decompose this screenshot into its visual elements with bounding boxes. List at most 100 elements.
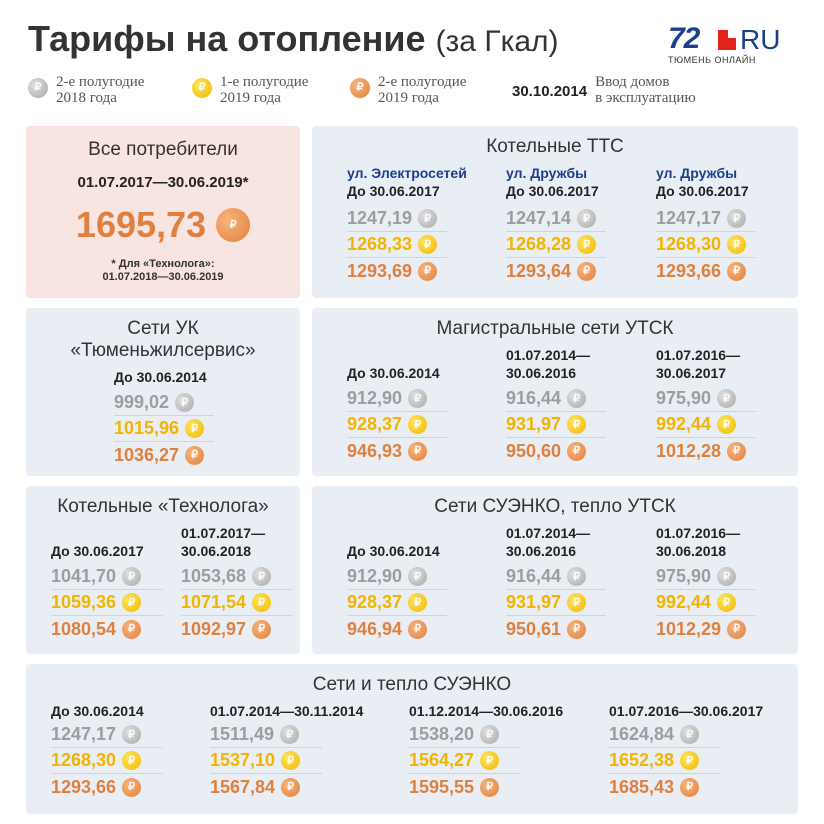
silver-coin-icon xyxy=(408,567,428,586)
silver-coin-icon xyxy=(122,567,142,586)
tariff-row: 1538,20 xyxy=(409,722,521,748)
tariff-row: 931,97 xyxy=(506,590,606,616)
tariff-value: 1247,14 xyxy=(506,208,572,228)
bronze-coin-icon xyxy=(567,619,587,639)
period-label: До 30.06.2014 xyxy=(114,369,207,385)
tariff-value: 1293,69 xyxy=(347,260,413,281)
tariff-column: До 30.06.2017 1041,70 1059,36 1080,54 xyxy=(51,524,171,639)
gold-coin-icon xyxy=(480,751,500,770)
tariff-value: 931,97 xyxy=(506,592,562,612)
bronze-coin-icon xyxy=(122,619,142,639)
bronze-coin-icon xyxy=(418,261,438,281)
tariff-row: 1293,66 xyxy=(656,258,756,284)
big-value: 1695,73 xyxy=(26,204,300,246)
tariff-value: 1567,84 xyxy=(210,776,276,797)
bronze-coin-icon xyxy=(680,777,700,797)
tariff-row: 1268,30 xyxy=(656,232,756,258)
period-label: 01.07.2016—30.06.2017 xyxy=(609,703,764,719)
tariff-value: 1012,29 xyxy=(656,618,722,639)
tariff-value: 1053,68 xyxy=(181,566,247,586)
footnote: * Для «Технолога»: 01.07.2018—30.06.2019 xyxy=(102,258,224,283)
gold-coin-icon xyxy=(185,419,205,438)
gold-coin-icon xyxy=(418,235,438,254)
tariff-value: 916,44 xyxy=(506,566,562,586)
tariff-value: 1685,43 xyxy=(609,776,675,797)
tariff-row: 1268,33 xyxy=(347,232,447,258)
tariff-row: 975,90 xyxy=(656,386,756,412)
tariff-row: 975,90 xyxy=(656,564,756,590)
tariff-value: 1015,96 xyxy=(114,418,180,438)
silver-coin-icon xyxy=(680,725,700,744)
bronze-coin-icon xyxy=(122,777,142,797)
tariff-value: 931,97 xyxy=(506,414,562,434)
tariff-row: 912,90 xyxy=(347,386,447,412)
tariff-value: 1092,97 xyxy=(181,618,247,639)
tariff-value: 1268,28 xyxy=(506,234,572,254)
gold-coin-icon xyxy=(192,78,212,98)
panel-title: Магистральные сети УТСК xyxy=(436,318,674,339)
period-label: До 30.06.2017 xyxy=(656,183,749,199)
tariff-value: 1293,66 xyxy=(656,260,722,281)
legend-label: 1-е полугодие 2019 года xyxy=(220,74,309,106)
panel-title: Котельные ТТС xyxy=(486,136,624,157)
tariff-value: 1036,27 xyxy=(114,444,180,465)
tariff-value: 946,94 xyxy=(347,618,403,639)
tariff-column: До 30.06.2014 1247,17 1268,30 1293,66 xyxy=(51,702,211,797)
tariff-row: 950,60 xyxy=(506,438,606,464)
silver-coin-icon xyxy=(577,209,597,228)
legend-item: 2-е полугодие 2019 года xyxy=(350,74,466,106)
tariff-row: 1293,64 xyxy=(506,258,606,284)
tariff-row: 1268,28 xyxy=(506,232,606,258)
panel-title: Котельные «Технолога» xyxy=(57,496,269,517)
bronze-coin-icon xyxy=(567,441,587,461)
tariff-row: 928,37 xyxy=(347,412,447,438)
tariff-value: 916,44 xyxy=(506,388,562,408)
tariff-row: 1080,54 xyxy=(51,616,163,642)
silver-coin-icon xyxy=(567,389,587,408)
tariff-row: 992,44 xyxy=(656,412,756,438)
tariff-row: 931,97 xyxy=(506,412,606,438)
tariff-value: 1293,64 xyxy=(506,260,572,281)
bronze-coin-icon xyxy=(350,78,370,98)
tariff-row: 1247,17 xyxy=(51,722,163,748)
bronze-coin-icon xyxy=(281,777,301,797)
panel-title: Сети СУЭНКО, тепло УТСК xyxy=(434,496,676,517)
period-label: До 30.06.2014 xyxy=(347,543,440,559)
tariff-row: 946,93 xyxy=(347,438,447,464)
panel-title: Сети и тепло СУЭНКО xyxy=(312,674,512,695)
panel-suenko-utsk: Сети СУЭНКО, тепло УТСК До 30.06.2014 91… xyxy=(312,486,798,654)
tariff-row: 1293,66 xyxy=(51,774,163,800)
gold-coin-icon xyxy=(567,415,587,434)
silver-coin-icon xyxy=(717,389,737,408)
gold-coin-icon xyxy=(567,593,587,612)
legend-item: 1-е полугодие 2019 года xyxy=(192,74,308,106)
site-logo[interactable]: 72 RU ТЮМЕНЬ ОНЛАЙН xyxy=(668,22,798,72)
street-label: ул. Дружбы xyxy=(506,165,588,181)
tariff-row: 1685,43 xyxy=(609,774,721,800)
tariff-column: ул. Дружбы До 30.06.2017 1247,17 1268,30… xyxy=(656,164,796,281)
tariff-column: 01.07.2016—30.06.2017 1624,84 1652,38 16… xyxy=(609,702,794,797)
period-label: 01.12.2014—30.06.2016 xyxy=(409,703,564,719)
panel-all-consumers: Все потребители 01.07.2017—30.06.2019* 1… xyxy=(26,126,300,298)
silver-coin-icon xyxy=(252,567,272,586)
silver-coin-icon xyxy=(175,393,195,412)
legend-date: 30.10.2014 xyxy=(512,83,588,100)
gold-coin-icon xyxy=(281,751,301,770)
tariff-row: 1012,28 xyxy=(656,438,756,464)
panel-boiler-tts: Котельные ТТС ул. Электросетей До 30.06.… xyxy=(312,126,798,298)
tariff-value: 1247,19 xyxy=(347,208,413,228)
tariff-row: 1015,96 xyxy=(114,416,214,442)
tariff-row: 912,90 xyxy=(347,564,447,590)
tariff-row: 1652,38 xyxy=(609,748,721,774)
gold-coin-icon xyxy=(122,751,142,770)
tariff-row: 916,44 xyxy=(506,386,606,412)
tariff-value: 975,90 xyxy=(656,566,712,586)
tariff-value: 946,93 xyxy=(347,440,403,461)
period-label: До 30.06.2017 xyxy=(347,183,440,199)
tariff-value: 928,37 xyxy=(347,592,403,612)
tariff-row: 950,61 xyxy=(506,616,606,642)
tariff-value: 1012,28 xyxy=(656,440,722,461)
logo-ru: RU xyxy=(740,24,781,55)
period-label: 01.07.2017—30.06.2019* xyxy=(77,174,249,191)
tariff-value: 1071,54 xyxy=(181,592,247,612)
